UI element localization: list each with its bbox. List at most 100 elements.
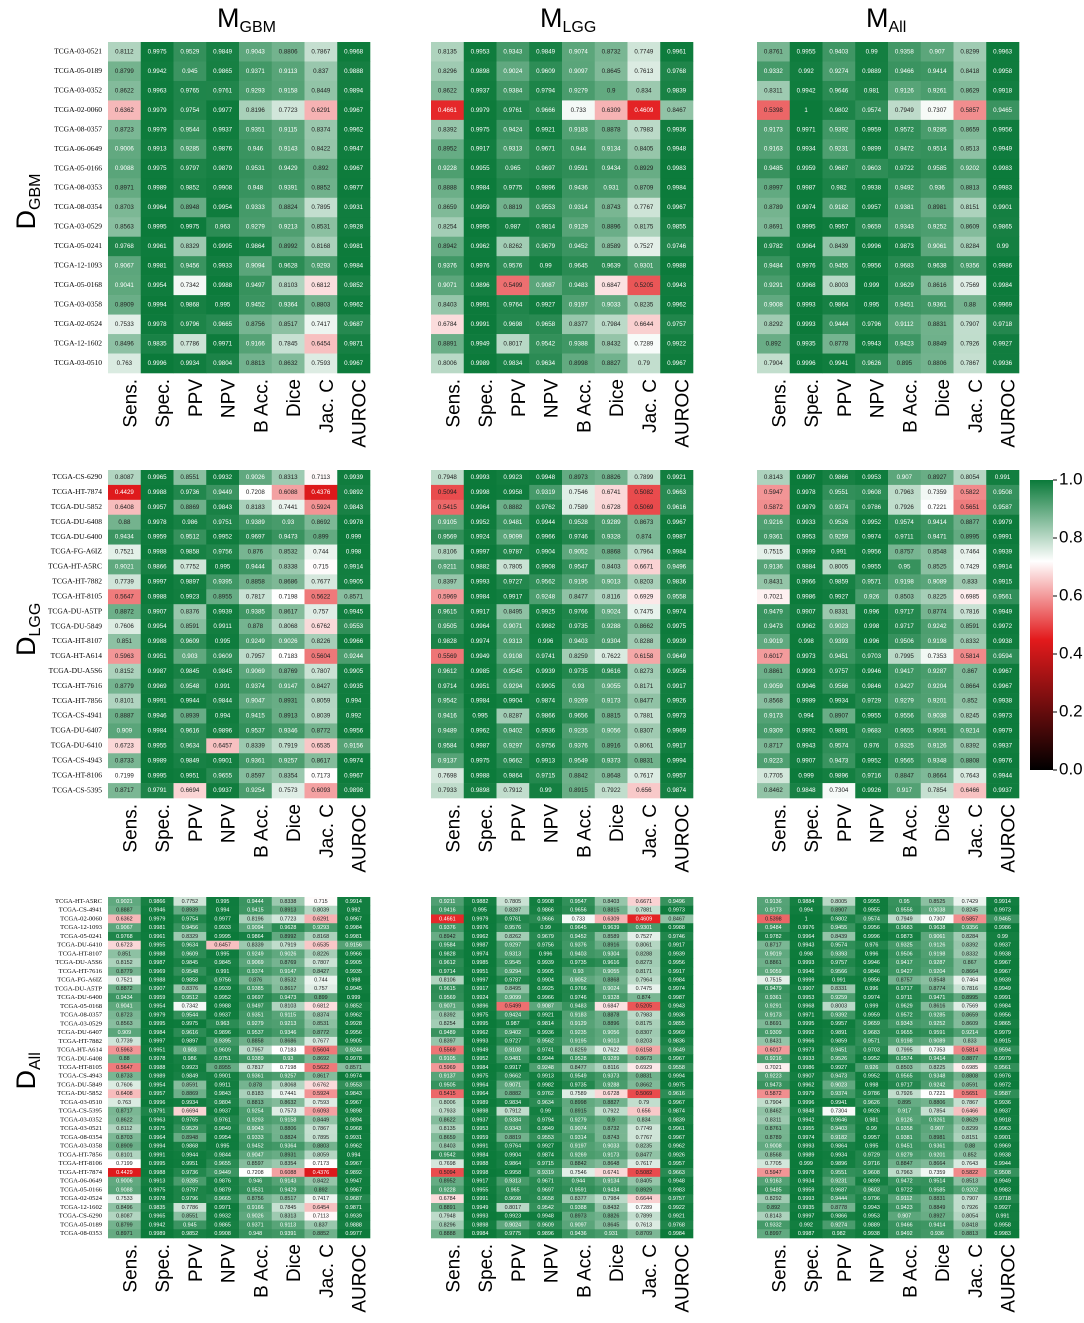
- cell-value: 0.9978: [344, 519, 363, 526]
- cell-value: 0.7845: [280, 1205, 297, 1211]
- cell-value: 0.9574: [862, 107, 881, 114]
- cell-value: 0.9984: [472, 1152, 489, 1158]
- heatmap-cell: [304, 634, 338, 650]
- heatmap-cell: [920, 295, 954, 315]
- heatmap-cell: [953, 119, 987, 140]
- cell-value: 0.8813: [246, 360, 265, 367]
- heatmap-cell: [206, 119, 240, 140]
- cell-value: 0.9984: [667, 549, 686, 556]
- heatmap-cell: [271, 604, 305, 620]
- cell-value: 0.9935: [345, 969, 362, 975]
- cell-value: 0.9975: [471, 757, 490, 764]
- cell-value: 0.9926: [862, 787, 881, 794]
- heatmap-cell: [986, 236, 1020, 257]
- cell-value: 0.9479: [764, 608, 783, 615]
- cell-value: 0.9231: [831, 1179, 848, 1185]
- cell-value: 0.9898: [472, 1222, 489, 1228]
- heatmap-cell: [239, 80, 273, 101]
- heatmap-cell: [986, 275, 1020, 296]
- heatmap-cell: [789, 42, 823, 62]
- cell-value: 0.9939: [345, 1214, 362, 1220]
- heatmap-cell: [206, 295, 240, 315]
- heatmap-cell: [496, 295, 530, 315]
- cell-value: 0.9717: [895, 623, 914, 630]
- cell-value: 0.9328: [602, 534, 621, 541]
- cell-value: 0.9715: [536, 772, 555, 779]
- cell-value: 0.9976: [472, 925, 489, 931]
- cell-value: 0.9766: [570, 986, 587, 992]
- cell-value: 0.9716: [863, 1161, 880, 1167]
- cell-value: 0.8003: [831, 1004, 848, 1010]
- cell-value: 0.5857: [962, 916, 979, 922]
- cell-value: 0.8439: [829, 243, 848, 250]
- cell-value: 0.9959: [863, 1012, 880, 1018]
- cell-value: 0.5082: [636, 1170, 653, 1176]
- heatmap-cell: [888, 217, 922, 238]
- cell-value: 0.9896: [829, 772, 848, 779]
- cell-value: 0.9768: [116, 934, 133, 940]
- cell-value: 0.6093: [313, 1109, 330, 1115]
- heatmap-cell: [337, 42, 371, 62]
- cell-value: 0.9986: [993, 263, 1012, 270]
- cell-value: 0.8673: [634, 519, 653, 526]
- cell-value: 0.7617: [634, 772, 653, 779]
- cell-value: 0.8981: [929, 1135, 946, 1141]
- row-label: TCGA-03-0529: [60, 1020, 102, 1027]
- cell-value: 0.6741: [602, 489, 621, 496]
- heatmap-cell: [173, 178, 207, 199]
- cell-value: 0.7899: [634, 474, 653, 481]
- cell-value: 0.9922: [667, 340, 686, 347]
- cell-value: 0.9528: [570, 1056, 587, 1062]
- cell-value: 0.9977: [213, 107, 232, 114]
- cell-value: 0.7926: [962, 1205, 979, 1211]
- cell-value: 0.8868: [602, 549, 621, 556]
- heatmap-cell: [529, 275, 563, 296]
- heatmap-cell: [855, 139, 889, 160]
- cell-value: 0.9403: [570, 951, 587, 957]
- heatmap-cell: [173, 753, 207, 769]
- cell-value: 0.8778: [829, 340, 848, 347]
- column-label: NPV: [868, 379, 889, 418]
- cell-value: 0.9319: [536, 489, 555, 496]
- cell-value: 0.8273: [634, 668, 653, 675]
- cell-value: 0.876: [249, 978, 263, 984]
- cell-value: 0.9959: [798, 1187, 815, 1193]
- row-label: TCGA-12-1602: [54, 339, 102, 348]
- cell-value: 0.8882: [505, 1091, 522, 1097]
- cell-value: 0.9008: [764, 301, 783, 308]
- heatmap-cell: [271, 353, 305, 374]
- cell-value: 0.995: [472, 713, 488, 720]
- cell-value: 0.9962: [797, 623, 816, 630]
- cell-value: 0.8374: [311, 126, 330, 133]
- cell-value: 0.926: [864, 593, 880, 600]
- cell-value: 0.7589: [569, 504, 588, 511]
- heatmap-cell: [337, 295, 371, 315]
- cell-value: 0.9455: [829, 263, 848, 270]
- cell-value: 0.6291: [313, 916, 330, 922]
- cell-value: 0.9361: [765, 995, 782, 1001]
- column-label: B Acc.: [251, 379, 272, 433]
- cell-value: 0.9975: [149, 1126, 166, 1132]
- cell-value: 0.7221: [929, 1091, 946, 1097]
- cell-value: 0.9649: [668, 1047, 685, 1053]
- cell-value: 0.9968: [797, 282, 816, 289]
- cell-value: 0.9946: [863, 960, 880, 966]
- cell-value: 0.9987: [798, 1231, 815, 1237]
- cell-value: 0.4429: [116, 1170, 133, 1176]
- cell-value: 0.9279: [896, 1152, 913, 1158]
- heatmap-cell: [855, 197, 889, 218]
- cell-value: 0.9948: [668, 1179, 685, 1185]
- cell-value: 0.9987: [668, 995, 685, 1001]
- cell-value: 0.8254: [439, 1021, 456, 1027]
- cell-value: 0.9975: [471, 126, 490, 133]
- cell-value: 0.9979: [994, 1056, 1011, 1062]
- row-label: TCGA-CS-6290: [59, 1213, 103, 1220]
- cell-value: 0.9576: [503, 263, 522, 270]
- heatmap-cell: [496, 158, 530, 179]
- cell-value: 0.9666: [537, 916, 554, 922]
- heatmap-cell: [594, 217, 628, 238]
- cell-value: 0.9634: [537, 1100, 554, 1106]
- heatmap-cell: [660, 256, 694, 276]
- heatmap-cell: [108, 61, 142, 82]
- cell-value: 0.9223: [764, 757, 783, 764]
